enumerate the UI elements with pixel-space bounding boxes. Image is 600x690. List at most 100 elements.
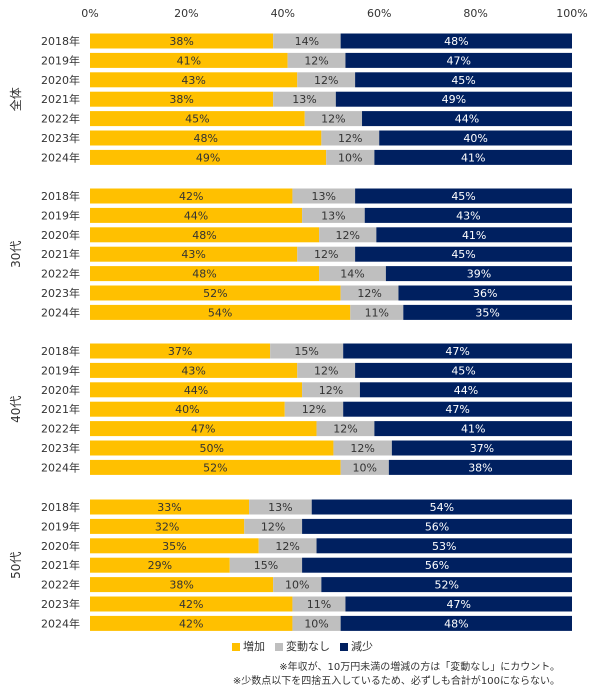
data-label: 10% [338,151,362,164]
category-label: 2023年 [41,286,80,300]
bar-segment [304,111,363,127]
bar-segment [90,246,298,262]
bar-segment [90,440,334,456]
category-label: 2018年 [41,344,80,358]
category-label: 2021年 [41,92,80,106]
category-label: 2023年 [41,441,80,455]
data-label: 12% [321,113,345,126]
bar-segment [321,130,380,146]
bar-segment [340,33,572,49]
bar-segment [302,557,572,573]
group-label: 30代 [9,241,23,268]
bar-segment [90,91,274,107]
data-label: 41% [461,151,485,164]
data-label: 45% [451,364,475,377]
data-label: 12% [275,540,299,553]
bar-segment [302,207,365,223]
data-label: 49% [442,93,466,106]
data-label: 42% [179,190,203,203]
bar-segment [229,557,303,573]
bar-segment [90,459,341,475]
bar-segment [292,596,346,612]
category-label: 2024年 [41,460,80,474]
category-label: 2021年 [41,402,80,416]
data-label: 11% [365,306,389,319]
data-label: 43% [181,364,205,377]
bar-segment [340,459,389,475]
data-label: 40% [463,132,487,145]
data-label: 41% [177,54,201,67]
data-label: 12% [350,442,374,455]
data-label: 12% [314,364,338,377]
data-label: 13% [292,93,316,106]
bar-segment [292,615,341,631]
category-label: 2018年 [41,189,80,203]
data-label: 10% [285,579,309,592]
bar-segment [90,266,320,282]
bar-segment [90,615,293,631]
bar-segment [244,518,303,534]
category-label: 2022年 [41,578,80,592]
data-label: 48% [444,617,468,630]
bar-segment [297,362,356,378]
data-label: 39% [467,268,491,281]
data-label: 49% [196,151,220,164]
group-label: 50代 [9,552,23,579]
bar-segment [388,459,572,475]
data-label: 12% [335,229,359,242]
category-label: 2019年 [41,363,80,377]
legend-swatch [232,643,240,651]
bar-segment [90,596,293,612]
bar-segment [297,246,356,262]
x-tick-label: 100% [556,7,587,20]
data-label: 37% [470,442,494,455]
bar-segment [90,304,351,320]
data-label: 48% [444,35,468,48]
bar-segment [345,52,572,68]
legend-swatch [340,643,348,651]
bar-segment [340,615,572,631]
data-label: 38% [468,461,492,474]
bar-segment [359,382,572,398]
bar-segment [90,52,288,68]
category-label: 2024年 [41,305,80,319]
data-label: 10% [304,617,328,630]
bar-segment [90,382,303,398]
bar-segment [355,246,572,262]
bar-segment [258,538,317,554]
data-label: 38% [169,579,193,592]
bar-segment [391,440,572,456]
x-tick-label: 20% [174,7,198,20]
bar-segment [302,518,572,534]
category-label: 2020年 [41,73,80,87]
data-label: 52% [434,579,458,592]
data-label: 15% [254,559,278,572]
bar-segment [90,499,250,515]
bar-segment [90,538,259,554]
category-label: 2020年 [41,383,80,397]
data-label: 54% [430,501,454,514]
data-label: 50% [199,442,223,455]
data-label: 45% [185,113,209,126]
bar-segment [374,149,572,165]
data-label: 42% [179,598,203,611]
category-label: 2022年 [41,422,80,436]
data-label: 47% [447,54,471,67]
bar-segment [374,421,572,437]
bar-segment [273,33,341,49]
legend-swatch [275,643,283,651]
x-tick-label: 0% [81,7,98,20]
data-label: 40% [175,403,199,416]
bar-segment [350,304,404,320]
category-label: 2021年 [41,558,80,572]
data-label: 41% [462,229,486,242]
bar-segment [385,266,572,282]
category-label: 2019年 [41,208,80,222]
data-label: 53% [432,540,456,553]
data-label: 45% [451,190,475,203]
data-label: 43% [181,248,205,261]
category-label: 2020年 [41,228,80,242]
bar-segment [335,91,572,107]
data-label: 12% [314,74,338,87]
category-label: 2018年 [41,34,80,48]
